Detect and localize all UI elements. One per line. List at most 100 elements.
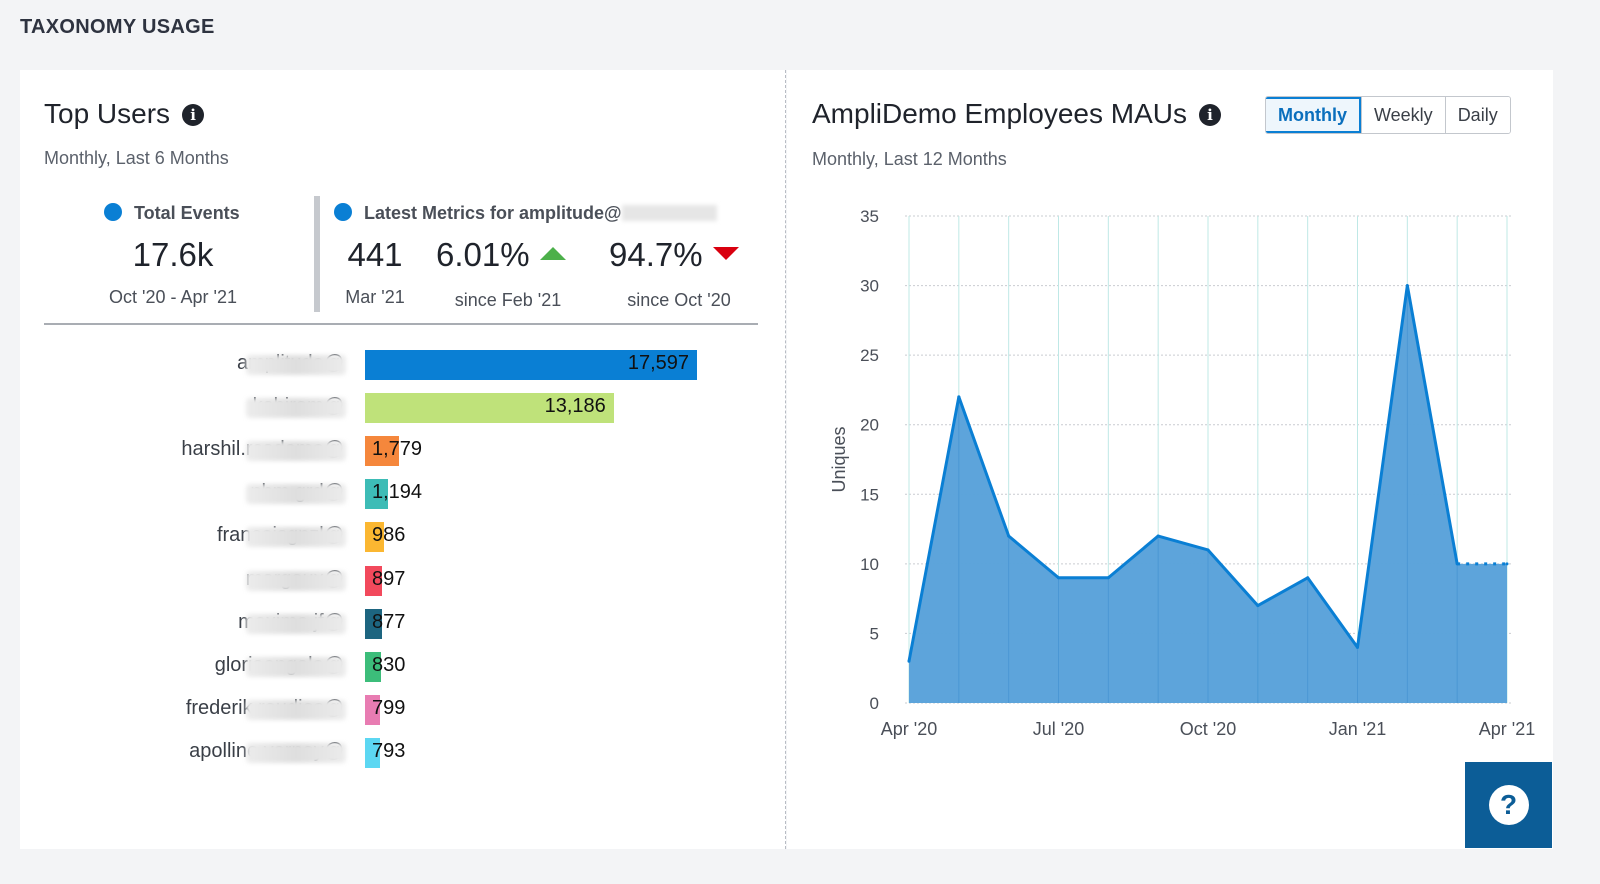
user-row[interactable]: francoisgnzl@986 — [20, 522, 786, 553]
user-bar[interactable] — [365, 608, 382, 639]
x-tick-label: Apr '21 — [1479, 719, 1535, 739]
user-bar-value: 1,194 — [372, 481, 423, 504]
help-button[interactable]: ? — [1465, 762, 1552, 848]
data-point — [1405, 284, 1409, 288]
y-tick-label: 0 — [870, 694, 879, 713]
y-axis-label: Uniques — [829, 426, 849, 492]
x-tick-label: Apr '20 — [881, 719, 937, 739]
legend-dot-icon — [334, 203, 352, 221]
data-point — [1306, 576, 1310, 580]
arrow-down-icon — [712, 247, 739, 260]
user-bar-value: 799 — [372, 696, 406, 719]
latest-count: 441 — [347, 236, 403, 273]
redacted-domain — [246, 656, 346, 677]
y-tick-label: 25 — [860, 346, 879, 365]
arrow-up-icon — [539, 247, 566, 260]
data-point — [1206, 548, 1210, 552]
title-text: AmpliDemo Employees MAUs — [812, 98, 1187, 129]
y-tick-label: 5 — [870, 624, 879, 643]
redacted-domain — [246, 570, 346, 591]
user-bar-value: 793 — [372, 739, 406, 762]
data-point — [1256, 604, 1260, 608]
legend-dot-icon — [104, 203, 122, 221]
redacted-domain — [621, 205, 717, 221]
redacted-domain — [246, 441, 346, 462]
user-bar-value: 986 — [372, 524, 406, 547]
maus-title: AmpliDemo Employees MAUs i — [812, 98, 1221, 130]
y-tick-label: 35 — [860, 207, 879, 226]
user-row[interactable]: maxime.jf@877 — [20, 608, 786, 639]
toggle-weekly[interactable]: Weekly — [1361, 97, 1445, 133]
user-bar-value: 830 — [372, 653, 406, 676]
top-users-panel: Top Users i Monthly, Last 6 Months Total … — [20, 70, 786, 849]
latest-count-period: Mar '21 — [345, 287, 405, 307]
redacted-domain — [246, 484, 346, 505]
info-icon[interactable]: i — [182, 104, 205, 126]
top-users-title: Top Users i — [44, 98, 205, 130]
y-tick-label: 30 — [860, 277, 879, 296]
total-events-value: 17.6k — [132, 236, 214, 273]
user-row[interactable]: harshil.rcademo@1,779 — [20, 436, 786, 467]
total-events-legend: Total Events — [104, 203, 240, 224]
user-row[interactable]: frederik.raudies@799 — [20, 694, 786, 725]
data-point — [957, 395, 961, 399]
user-row[interactable]: kabiram@13,186 — [20, 393, 786, 424]
total-events-label: Total Events — [134, 203, 240, 223]
question-icon: ? — [1488, 785, 1529, 825]
title-text: Top Users — [44, 98, 171, 129]
toggle-daily[interactable]: Daily — [1444, 97, 1510, 133]
user-row[interactable]: apolline.vernay@793 — [20, 737, 786, 768]
toggle-monthly[interactable]: Monthly — [1266, 97, 1361, 133]
redacted-domain — [246, 613, 346, 634]
info-icon[interactable]: i — [1199, 104, 1221, 126]
user-bar-value: 877 — [372, 610, 406, 633]
x-tick-label: Oct '20 — [1180, 719, 1236, 739]
user-bar[interactable] — [365, 651, 381, 682]
user-bar[interactable] — [365, 522, 384, 553]
area-line — [907, 284, 1459, 662]
data-point — [1505, 562, 1509, 566]
divider — [314, 196, 320, 312]
data-point — [1356, 645, 1359, 649]
x-tick-label: Jul '20 — [1033, 719, 1084, 739]
change-1-period: since Feb '21 — [454, 290, 562, 310]
user-bar[interactable] — [365, 350, 697, 380]
redacted-domain — [246, 398, 346, 419]
separator — [44, 323, 758, 325]
redacted-domain — [246, 527, 346, 548]
interval-toggle: Monthly Weekly Daily — [1265, 96, 1511, 134]
user-bar[interactable] — [365, 737, 380, 768]
latest-metrics-label: Latest Metrics for amplitude@ — [364, 203, 622, 223]
section-title: TAXONOMY USAGE — [20, 16, 215, 38]
redacted-domain — [246, 355, 346, 375]
top-users-subtitle: Monthly, Last 6 Months — [44, 148, 229, 168]
user-bar-value: 17,597 — [627, 352, 689, 374]
y-tick-label: 10 — [860, 555, 879, 574]
user-row[interactable]: gloriaengale@830 — [20, 651, 786, 682]
user-row[interactable]: nhm.grd@1,194 — [20, 479, 786, 510]
x-tick-label: Jan '21 — [1329, 719, 1386, 739]
change-2: 94.7% — [609, 236, 739, 274]
data-point — [907, 659, 911, 663]
user-bar-value: 897 — [372, 567, 406, 590]
user-row[interactable]: margaux@897 — [20, 565, 786, 596]
user-bar[interactable] — [365, 694, 381, 725]
redacted-domain — [246, 699, 346, 720]
user-bar[interactable] — [365, 565, 382, 596]
total-events-range: Oct '20 - Apr '21 — [109, 287, 237, 307]
user-bar[interactable] — [365, 393, 614, 424]
data-point — [1007, 534, 1011, 538]
data-point — [1106, 576, 1110, 580]
change-1-value: 6.01% — [436, 236, 530, 273]
change-2-period: since Oct '20 — [627, 290, 731, 310]
user-bar-value: 13,186 — [544, 395, 606, 418]
change-1: 6.01% — [436, 236, 566, 274]
user-bar-value: 1,779 — [372, 438, 423, 461]
user-row[interactable]: amplitude@17,597 — [20, 350, 786, 380]
user-bar[interactable] — [365, 479, 388, 510]
data-point — [1455, 562, 1459, 566]
data-point — [1057, 576, 1060, 580]
user-bar[interactable] — [365, 436, 399, 467]
y-tick-label: 20 — [860, 416, 879, 435]
data-point — [1156, 534, 1160, 538]
